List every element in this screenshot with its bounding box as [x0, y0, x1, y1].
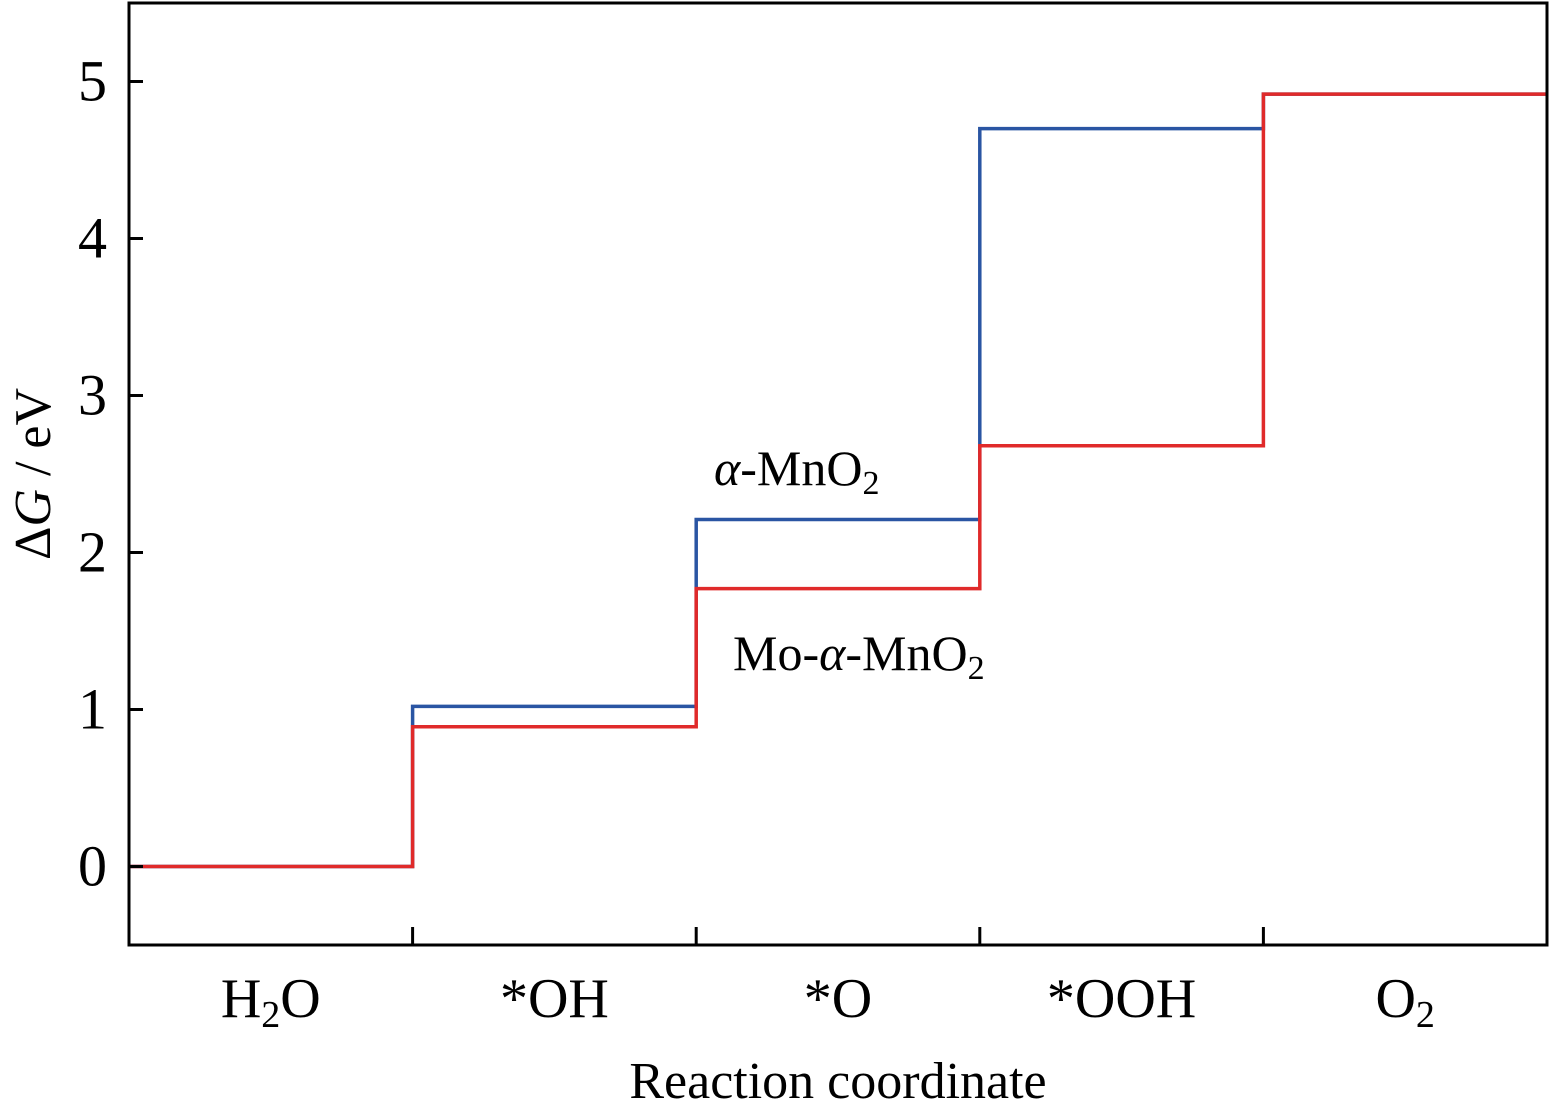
annotation-alpha: α [819, 625, 847, 681]
annotation-alpha-mno2: α-MnO2 [714, 440, 879, 502]
y-ticks: 0 1 2 3 4 5 [78, 49, 143, 899]
y-tick-label: 0 [78, 834, 107, 899]
x-tick-label: O2 [1375, 968, 1434, 1036]
x-tick-label: H2O [221, 968, 321, 1036]
annotation-subscript: 2 [862, 465, 879, 502]
y-tick-label: 5 [78, 49, 107, 114]
y-axis-label-symbol: Δ [5, 527, 62, 560]
y-tick-label: 2 [78, 520, 107, 585]
series-line-1 [129, 92, 1547, 869]
series-layer [129, 92, 1547, 869]
x-tick-label: *OOH [1047, 968, 1196, 1030]
y-axis-label-var: G [5, 489, 62, 527]
x-tick-label: *OH [500, 968, 609, 1030]
y-axis-label-unit: / eV [5, 388, 62, 489]
y-axis-label: ΔG / eV [5, 388, 62, 560]
annotation-mo-alpha-mno2: Mo-α-MnO2 [733, 625, 985, 687]
x-tick-label: *O [804, 968, 872, 1030]
x-axis-label: Reaction coordinate [629, 1053, 1046, 1105]
y-tick-label: 1 [78, 677, 107, 742]
y-tick-label: 3 [78, 363, 107, 428]
x-ticks: H2O *OH *O *OOH O2 [221, 927, 1435, 1036]
plot-frame [127, 1, 1549, 947]
annotation-text: -MnO [845, 625, 967, 681]
annotation-alpha: α [714, 440, 742, 496]
y-tick-label: 4 [78, 206, 107, 271]
annotation-prefix: Mo- [733, 625, 819, 681]
annotation-subscript: 2 [968, 650, 985, 687]
annotation-text: -MnO [740, 440, 862, 496]
